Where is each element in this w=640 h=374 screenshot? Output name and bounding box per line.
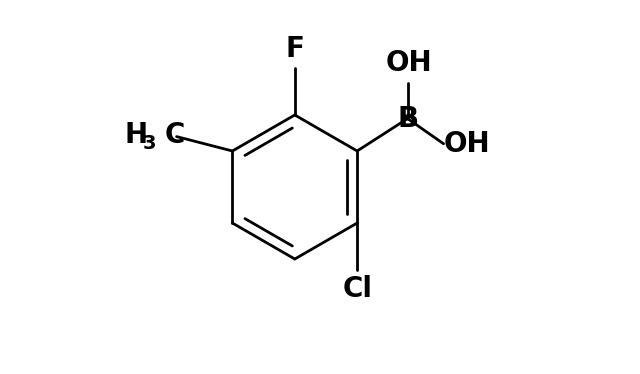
Text: H: H: [125, 121, 148, 149]
Text: F: F: [285, 35, 304, 63]
Text: Cl: Cl: [342, 275, 372, 303]
Text: OH: OH: [386, 49, 433, 77]
Text: OH: OH: [444, 130, 490, 158]
Text: 3: 3: [143, 134, 156, 153]
Text: C: C: [164, 121, 185, 149]
Text: B: B: [397, 105, 418, 132]
